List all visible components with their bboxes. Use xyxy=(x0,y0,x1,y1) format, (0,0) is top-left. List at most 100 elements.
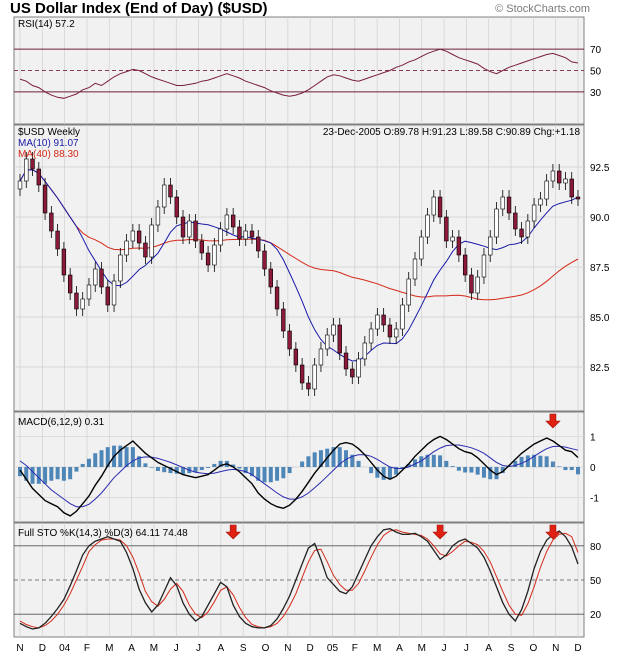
candle-body xyxy=(124,240,129,256)
macd-histogram-bar xyxy=(218,460,223,467)
month-tick-label: J xyxy=(464,643,469,654)
macd-histogram-bar xyxy=(576,467,580,475)
sto-tick-label: 50 xyxy=(590,576,602,587)
macd-histogram-bar xyxy=(149,467,154,468)
month-tick-label: J xyxy=(442,643,447,654)
macd-histogram-bar xyxy=(538,455,543,467)
macd-histogram-bar xyxy=(544,456,549,467)
candle-body xyxy=(519,228,524,238)
candle-body xyxy=(111,280,117,306)
candle-body xyxy=(350,368,355,378)
month-tick-label: A xyxy=(218,643,225,654)
price-label: $USD Weekly xyxy=(18,127,80,138)
macd-histogram-bar xyxy=(193,467,198,473)
month-tick-label: N xyxy=(16,643,23,654)
macd-histogram-bar xyxy=(24,467,29,481)
macd-histogram-bar xyxy=(162,467,167,473)
macd-histogram-bar xyxy=(74,467,79,472)
candle-body xyxy=(306,382,311,390)
candle-body xyxy=(393,328,399,338)
macd-histogram-bar xyxy=(312,452,317,467)
macd-histogram-bar xyxy=(450,466,455,467)
month-tick-label: A xyxy=(396,643,403,654)
macd-histogram-bar xyxy=(525,455,530,467)
macd-histogram-bar xyxy=(256,467,261,481)
macd-histogram-bar xyxy=(124,447,129,467)
candle-body xyxy=(162,184,167,208)
macd-histogram-bar xyxy=(563,467,568,471)
candle-body xyxy=(469,274,474,294)
candle-body xyxy=(224,214,230,230)
month-tick-label: M xyxy=(105,643,113,654)
candle-body xyxy=(475,276,480,294)
macd-histogram-bar xyxy=(412,459,417,467)
candle-body xyxy=(331,324,336,336)
candle-body xyxy=(356,358,361,378)
macd-histogram-bar xyxy=(206,467,211,468)
signal-arrow-icon xyxy=(545,413,561,429)
macd-histogram-bar xyxy=(118,445,123,467)
candle-body xyxy=(531,204,537,222)
macd-histogram-bar xyxy=(30,467,35,484)
month-tick-label: J xyxy=(174,643,179,654)
macd-histogram-bar xyxy=(199,467,204,471)
sto-label: Full STO %K(14,3) %D(3) 64.11 74.48 xyxy=(18,528,188,539)
price-tick-label: 92.5 xyxy=(590,163,610,174)
month-tick-label: 04 xyxy=(59,643,71,654)
macd-label: MACD(6,12,9) 0.31 xyxy=(18,417,105,428)
candle-body xyxy=(67,274,73,294)
macd-signal-line xyxy=(19,444,579,508)
candle-body xyxy=(437,196,443,218)
macd-histogram-bar xyxy=(231,464,236,467)
month-tick-label: N xyxy=(552,643,559,654)
macd-histogram-bar xyxy=(375,467,380,478)
macd-histogram-bar xyxy=(431,454,436,467)
candle-body xyxy=(456,236,462,256)
macd-histogram-bar xyxy=(519,456,524,467)
ma40-label: MA(40) 88.30 xyxy=(18,149,79,160)
candle-body xyxy=(168,184,173,198)
ohlc-info: 23-Dec-2005 O:89.78 H:91.23 L:89.58 C:90… xyxy=(323,127,581,138)
macd-histogram-bar xyxy=(438,455,443,467)
candle-body xyxy=(575,196,581,200)
month-tick-label: D xyxy=(307,643,314,654)
macd-histogram-bar xyxy=(18,467,22,477)
candle-body xyxy=(61,248,67,276)
month-tick-label: A xyxy=(128,643,135,654)
candle-body xyxy=(105,286,110,306)
candle-body xyxy=(74,292,79,310)
candle-body xyxy=(368,328,374,344)
candle-body xyxy=(462,254,468,276)
macd-histogram-bar xyxy=(469,467,474,473)
candle-body xyxy=(538,198,543,206)
macd-histogram-bar xyxy=(143,463,148,467)
month-tick-label: 05 xyxy=(327,643,339,654)
macd-histogram-bar xyxy=(494,467,499,480)
macd-histogram-bar xyxy=(394,467,399,475)
candle-body xyxy=(118,254,123,282)
candle-body xyxy=(143,242,148,258)
macd-histogram-bar xyxy=(400,467,405,469)
month-tick-label: M xyxy=(373,643,381,654)
macd-histogram-bar xyxy=(61,467,66,481)
macd-histogram-bar xyxy=(237,467,242,469)
macd-histogram-bar xyxy=(275,467,280,481)
candle-body xyxy=(375,314,380,330)
candle-body xyxy=(99,268,104,288)
candle-body xyxy=(149,224,154,258)
month-tick-label: F xyxy=(84,643,90,654)
candle-body xyxy=(268,268,273,288)
candle-body xyxy=(412,258,418,280)
candle-body xyxy=(400,304,405,330)
macd-histogram-bar xyxy=(55,467,60,480)
candle-body xyxy=(406,278,411,306)
macd-histogram-bar xyxy=(262,467,267,483)
candle-body xyxy=(312,364,317,390)
macd-histogram-bar xyxy=(557,466,562,467)
macd-histogram-bar xyxy=(93,453,98,467)
candle-body xyxy=(444,216,449,242)
macd-histogram-bar xyxy=(387,467,392,480)
candle-body xyxy=(419,236,424,260)
candle-body xyxy=(293,348,299,366)
